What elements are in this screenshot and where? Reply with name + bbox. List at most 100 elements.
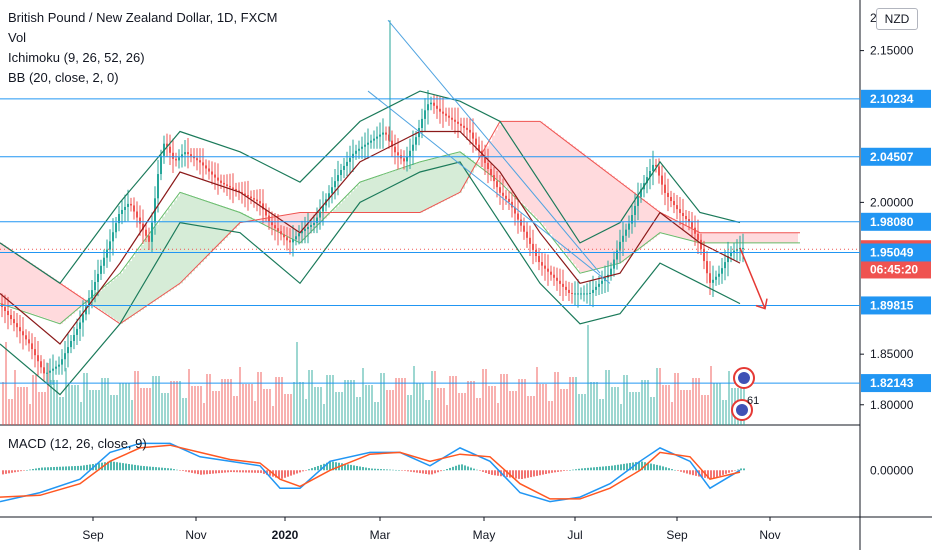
macd-histogram-bar (194, 470, 196, 474)
overlay: 61 (731, 367, 759, 421)
macd-histogram-bar (743, 468, 745, 471)
candle-body (691, 222, 693, 228)
indicator-ichimoku[interactable]: Ichimoku (9, 26, 52, 26) (8, 50, 145, 65)
macd-legend[interactable]: MACD (12, 26, close, 9) (8, 436, 147, 451)
indicator-bb[interactable]: BB (20, close, 2, 0) (8, 70, 119, 85)
volume-bar (605, 370, 607, 425)
macd-histogram-bar (518, 470, 520, 479)
cloud-slice (15, 252, 18, 309)
cloud-slice (324, 212, 327, 219)
candle-body (706, 261, 708, 274)
candle-body (79, 322, 81, 329)
macd-tick-label: 0.00000 (870, 463, 914, 477)
indicator-vol[interactable]: Vol (8, 30, 27, 45)
candle-body (337, 175, 339, 182)
cloud-slice (609, 173, 612, 266)
price-label-bg (861, 147, 931, 166)
volume-bar (416, 383, 418, 425)
candle-body (391, 140, 393, 147)
currency-badge[interactable]: NZD (876, 8, 918, 30)
bb-upper (0, 90, 741, 285)
price-label-bg (861, 89, 931, 108)
volume-bar (710, 366, 712, 425)
macd-histogram-bar (185, 470, 187, 472)
cloud-slice (702, 232, 705, 243)
cloud-slice (573, 146, 576, 265)
macd-histogram-bar (50, 467, 52, 471)
volume-bar (527, 396, 529, 425)
macd-histogram-bar (383, 469, 385, 471)
volume-bar (176, 381, 178, 425)
cloud-slice (192, 196, 195, 272)
candle-body (49, 370, 51, 373)
candle-body (214, 174, 216, 178)
volume-bar (323, 404, 325, 425)
volume-bar (638, 392, 640, 425)
cloud-slice (108, 283, 111, 316)
candle-body (220, 180, 222, 183)
cloud-slice (651, 205, 654, 240)
volume-bar (719, 383, 721, 425)
cloud-slice (402, 167, 405, 213)
cloud-slice (246, 215, 249, 222)
volume-bar (482, 369, 484, 425)
cloud-slice (537, 121, 540, 220)
candle-body (31, 343, 33, 350)
candle-body (403, 158, 405, 162)
macd-histogram-bar (128, 464, 130, 471)
candle-body (88, 298, 90, 307)
volume-bar (239, 367, 241, 425)
candle-body (598, 283, 600, 287)
volume-bar (521, 379, 523, 425)
volume-bar (422, 383, 424, 425)
cloud-slice (534, 121, 537, 217)
cloud-slice (705, 232, 708, 243)
candle-body (7, 310, 9, 316)
macd-histogram-bar (344, 463, 346, 471)
candle-body (589, 292, 591, 294)
cloud-slice (129, 261, 132, 318)
macd-histogram-bar (404, 470, 406, 471)
candle-body (25, 335, 27, 340)
macd-histogram-bar (263, 470, 265, 474)
volume-bar (407, 395, 409, 425)
candle-body (442, 111, 444, 114)
candle-body (424, 110, 426, 119)
candle-body (316, 217, 318, 223)
macd-histogram-bar (11, 470, 13, 473)
price-label: 1.82143 (870, 376, 914, 390)
macd-histogram-bar (677, 470, 679, 471)
volume-bar (728, 371, 730, 425)
cloud-slice (417, 162, 420, 213)
cloud-slice (501, 121, 504, 184)
macd-histogram-bar (299, 470, 301, 473)
macd-histogram-bar (689, 470, 691, 475)
macd-histogram-bar (56, 466, 58, 471)
volume-bar (449, 376, 451, 425)
event-flag-icon-inner (738, 372, 750, 384)
candle-body (103, 257, 105, 266)
candle-body (484, 156, 486, 163)
volume-bar (116, 395, 118, 425)
cloud-slice (219, 205, 222, 244)
cloud-slice (603, 169, 606, 268)
candle-body (490, 168, 492, 176)
macd-histogram-bar (533, 470, 535, 477)
cloud-slice (462, 153, 465, 189)
volume-bar (701, 395, 703, 425)
macd-histogram-bar (440, 470, 442, 472)
cloud-slice (21, 257, 24, 311)
candle-body (502, 192, 504, 196)
macd-histogram-bar (446, 469, 448, 471)
volume-bar (476, 398, 478, 425)
volume-bar (365, 385, 367, 425)
macd-histogram-bar (563, 470, 565, 472)
cloud-slice (150, 232, 153, 304)
macd-histogram-bar (488, 470, 490, 475)
cloud-slice (432, 158, 435, 207)
senkou-span-b (0, 120, 800, 325)
candle-body (478, 144, 480, 151)
volume-bar (371, 385, 373, 425)
macd-histogram-bar (122, 463, 124, 471)
